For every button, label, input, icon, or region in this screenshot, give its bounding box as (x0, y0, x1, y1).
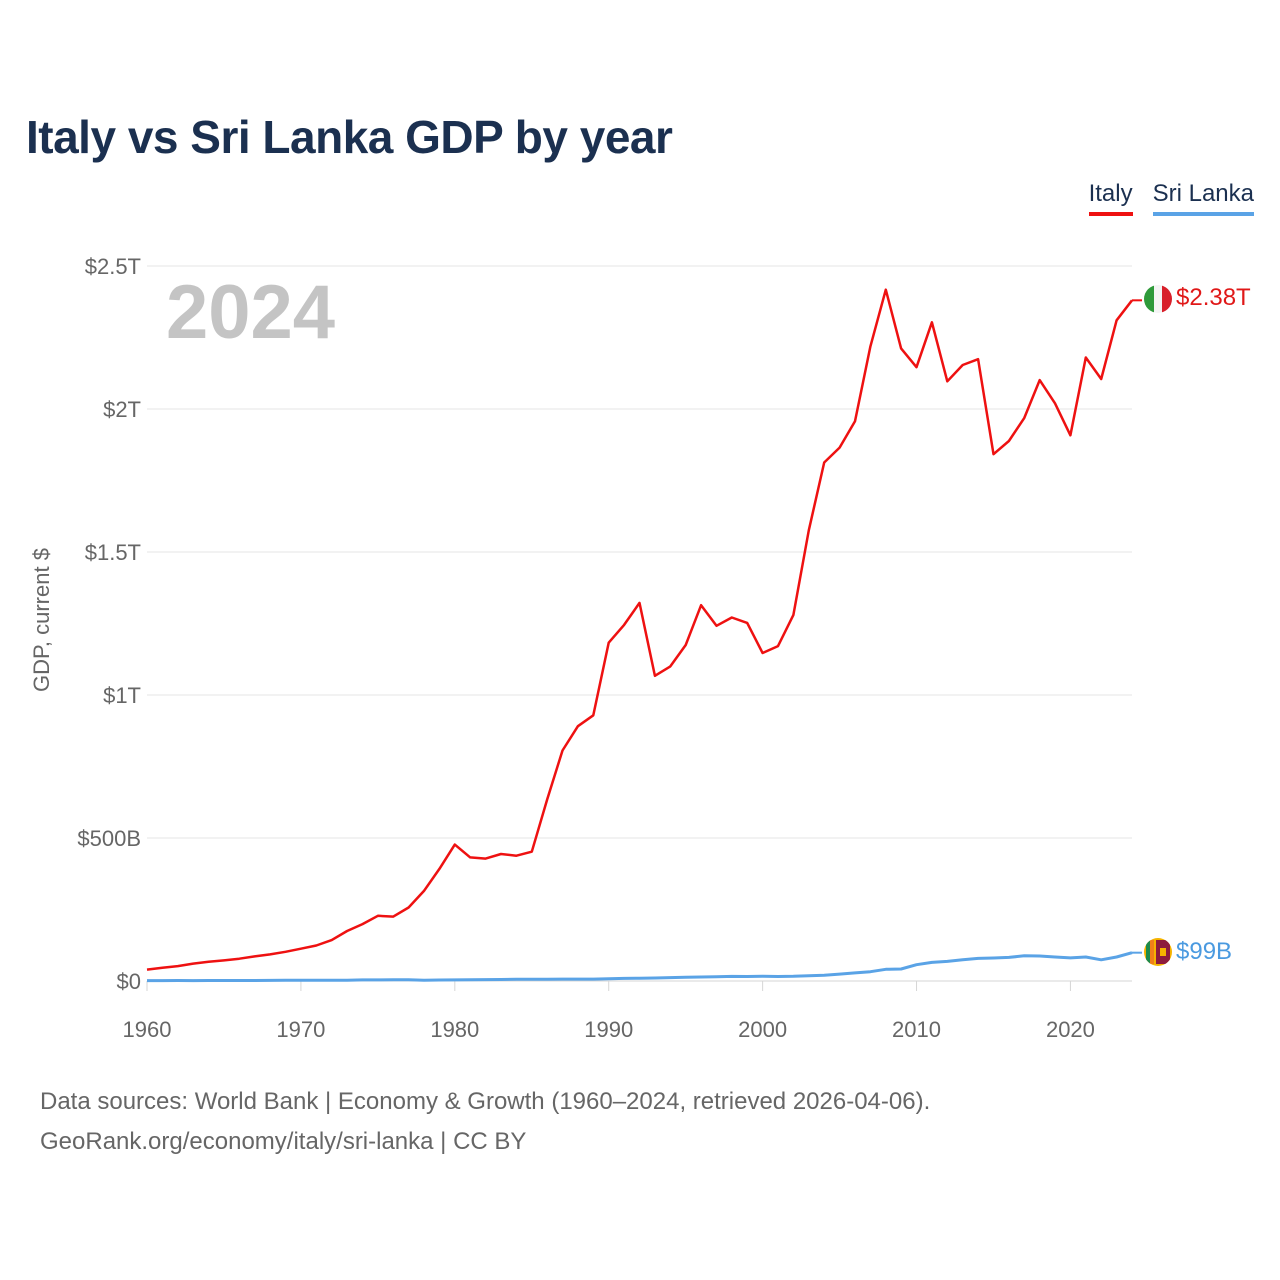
source-note: Data sources: World Bank | Economy & Gro… (40, 1082, 930, 1162)
sri-lanka-end-value-label: $99B (1176, 938, 1232, 965)
legend: Italy Sri Lanka (1088, 180, 1254, 216)
series-line-sri-lanka[interactable] (147, 951, 1133, 983)
x-tick-label: 1970 (276, 1017, 325, 1042)
y-tick-label: $1T (103, 683, 141, 708)
x-tick-label: 2010 (892, 1017, 941, 1042)
x-tick-label: 2020 (1046, 1017, 1095, 1042)
italy-flag-icon (1144, 285, 1172, 313)
sri-lanka-flag-icon (1144, 938, 1172, 966)
series-lines (146, 288, 1142, 983)
y-tick-label: $500B (77, 826, 141, 851)
series-line-italy[interactable] (146, 288, 1133, 971)
x-tick-label: 1980 (430, 1017, 479, 1042)
x-tick-label: 1990 (584, 1017, 633, 1042)
y-tick-label: $2T (103, 397, 141, 422)
y-tick-label: $1.5T (85, 540, 141, 565)
legend-item-italy[interactable]: Italy (1088, 180, 1133, 216)
x-tick-label: 1960 (123, 1017, 172, 1042)
axes: $0 $500B $1T $1.5T $2T $2.5T 1960 1970 1980 1990 2… (77, 254, 1095, 1042)
italy-end-value-label: $2.38T (1176, 284, 1251, 311)
year-watermark: 2024 (166, 270, 335, 355)
grid-lines (147, 265, 1132, 982)
source-line: Data sources: World Bank | Economy & Gro… (40, 1088, 931, 1115)
y-tick-label: $0 (117, 969, 141, 994)
source-url-line[interactable]: GeoRank.org/economy/italy/sri-lanka | CC… (40, 1128, 527, 1155)
y-tick-label: $2.5T (85, 254, 141, 279)
legend-item-sri-lanka[interactable]: Sri Lanka (1152, 180, 1254, 216)
x-tick-label: 2000 (738, 1017, 787, 1042)
page-title: Italy vs Sri Lanka GDP by year (26, 111, 673, 163)
